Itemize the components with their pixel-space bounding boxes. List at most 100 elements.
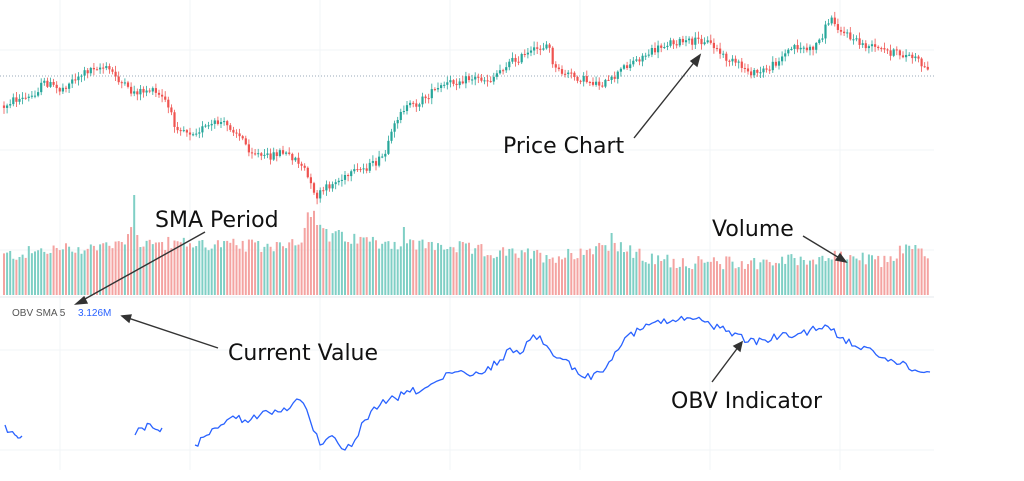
volume-bar xyxy=(784,263,787,295)
volume-bar xyxy=(564,257,567,295)
candle-body xyxy=(821,38,824,40)
volume-bar xyxy=(309,217,312,295)
candle-body xyxy=(920,58,923,67)
volume-bar xyxy=(567,248,570,295)
candle-body xyxy=(204,125,207,127)
volume-bar xyxy=(446,249,449,295)
candle-body xyxy=(743,67,746,69)
volume-bar xyxy=(554,262,557,295)
candle-body xyxy=(409,102,412,106)
candle-body xyxy=(185,130,188,133)
volume-bar xyxy=(458,241,461,295)
volume-bar xyxy=(619,242,622,295)
candle-body xyxy=(356,169,359,171)
candle-body xyxy=(238,133,241,137)
volume-bar xyxy=(381,243,384,295)
volume-bar xyxy=(210,248,213,295)
volume-bar xyxy=(719,264,722,295)
candle-body xyxy=(567,72,570,75)
volume-bar xyxy=(282,246,284,295)
candle-body xyxy=(154,88,157,93)
candle-body xyxy=(390,131,393,141)
volume-bar xyxy=(365,237,368,295)
candle-body xyxy=(855,38,858,40)
candle-body xyxy=(790,48,793,50)
candle-body xyxy=(37,92,40,96)
candle-body xyxy=(210,123,213,126)
candle-body xyxy=(626,65,629,69)
volume-bar xyxy=(530,258,532,295)
candle-body xyxy=(322,190,325,192)
candle-body xyxy=(635,59,638,61)
volume-bar xyxy=(154,242,157,295)
candle-body xyxy=(917,56,920,59)
volume-bar xyxy=(468,242,470,295)
candle-body xyxy=(892,49,895,56)
candle-body xyxy=(495,73,498,77)
candle-body xyxy=(827,23,830,25)
candle-body xyxy=(458,81,461,86)
candle-body xyxy=(542,48,545,50)
volume-bar xyxy=(102,243,105,295)
volume-bar xyxy=(805,264,808,295)
volume-bar xyxy=(68,246,71,295)
candle-body xyxy=(108,66,111,70)
volume-bar xyxy=(449,246,452,295)
candle-body xyxy=(802,47,805,49)
candle-body xyxy=(446,82,449,85)
volume-bar xyxy=(632,257,635,295)
candle-body xyxy=(824,24,827,39)
candle-body xyxy=(223,121,226,123)
candle-body xyxy=(548,44,551,48)
candle-body xyxy=(901,55,905,58)
volume-bar xyxy=(412,240,415,295)
volume-bar xyxy=(406,243,408,295)
volume-bar xyxy=(598,242,601,295)
annotation-price-chart: Price Chart xyxy=(503,134,624,159)
candle-body xyxy=(765,68,768,70)
volume-bar xyxy=(40,248,43,295)
volume-bar xyxy=(601,245,604,295)
volume-bar xyxy=(582,254,585,295)
volume-bar xyxy=(511,248,514,295)
volume-bar xyxy=(136,235,139,295)
annotation-obv-indicator: OBV Indicator xyxy=(671,389,823,414)
candle-body xyxy=(573,72,576,77)
candle-body xyxy=(306,167,309,178)
candle-body xyxy=(418,104,421,107)
volume-bar xyxy=(30,253,33,295)
volume-bar xyxy=(908,245,911,295)
volume-bar xyxy=(461,242,464,295)
candle-body xyxy=(849,32,852,40)
volume-bar xyxy=(926,258,929,295)
candle-body xyxy=(312,183,316,193)
volume-bar xyxy=(409,239,412,295)
volume-bar xyxy=(734,268,737,295)
volume-bar xyxy=(52,245,55,295)
candle-body xyxy=(40,82,43,93)
volume-bar xyxy=(260,251,263,295)
candle-body xyxy=(796,45,799,50)
volume-bar xyxy=(145,240,148,295)
volume-bar xyxy=(737,267,740,295)
candle-body xyxy=(833,17,836,25)
candle-body xyxy=(331,184,334,189)
candle-body xyxy=(697,37,700,39)
candle-body xyxy=(381,156,384,158)
candle-body xyxy=(58,88,61,92)
candle-body xyxy=(585,76,588,83)
candle-body xyxy=(201,126,204,133)
candle-body xyxy=(647,54,650,56)
volume-bar xyxy=(294,245,297,295)
candle-body xyxy=(347,174,350,177)
volume-bar xyxy=(464,243,467,295)
candle-body xyxy=(353,169,356,172)
candle-body xyxy=(219,122,223,124)
candle-body xyxy=(688,38,691,41)
candle-body xyxy=(433,89,436,91)
candle-body xyxy=(402,111,405,113)
volume-bar xyxy=(415,249,418,295)
volume-bar xyxy=(750,260,753,295)
volume-bar xyxy=(694,263,697,295)
candle-body xyxy=(576,76,579,81)
